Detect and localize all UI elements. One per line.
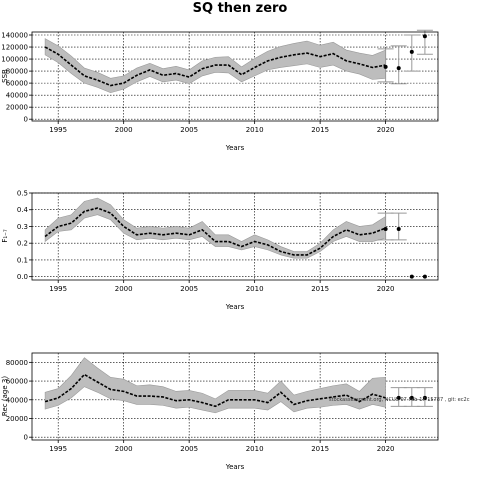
confidence-band bbox=[44, 197, 386, 259]
plot-frame bbox=[31, 352, 439, 441]
y-axis-label: SSB bbox=[1, 69, 9, 83]
forecast-point bbox=[383, 226, 388, 231]
y-tick-label: 0.0 bbox=[17, 273, 28, 281]
x-tick-label: 1995 bbox=[49, 126, 67, 134]
x-tick-label: 2000 bbox=[115, 126, 133, 134]
y-tick-label: 60000 bbox=[6, 378, 28, 386]
forecast-point bbox=[422, 395, 427, 400]
stamp-annotation: stockassessment.org, NCUS 07-Feb-17 1578… bbox=[329, 397, 470, 403]
x-tick-label: 2020 bbox=[377, 126, 395, 134]
y-tick-label: 0.5 bbox=[17, 190, 28, 198]
x-tick-label: 2000 bbox=[115, 445, 133, 453]
forecast-point bbox=[396, 226, 401, 231]
x-tick-label: 2005 bbox=[180, 445, 198, 453]
y-tick-label: 0 bbox=[24, 434, 28, 442]
forecast-point bbox=[409, 395, 414, 400]
forecast-point bbox=[383, 64, 388, 69]
plot-frame bbox=[31, 192, 439, 281]
y-tick-label: 40000 bbox=[6, 396, 28, 404]
y-tick-label: 80000 bbox=[6, 359, 28, 367]
y-tick-label: 20000 bbox=[6, 415, 28, 423]
confidence-band bbox=[44, 357, 386, 414]
x-tick-label: 2015 bbox=[311, 445, 329, 453]
x-tick-label: 2010 bbox=[246, 285, 264, 293]
x-tick-label: 2015 bbox=[311, 285, 329, 293]
y-tick-label: 0 bbox=[24, 116, 28, 124]
figure-title: SQ then zero bbox=[193, 1, 288, 16]
y-tick-label: 0.4 bbox=[17, 206, 29, 214]
x-tick-label: 1995 bbox=[49, 445, 67, 453]
forecast-point bbox=[396, 66, 401, 71]
x-tick-label: 2005 bbox=[180, 126, 198, 134]
x-axis-label: Years bbox=[225, 303, 245, 311]
forecast-point bbox=[396, 395, 401, 400]
x-tick-label: 2020 bbox=[377, 285, 395, 293]
y-tick-label: 60000 bbox=[6, 80, 28, 88]
x-tick-label: 2000 bbox=[115, 285, 133, 293]
forecast-point bbox=[422, 34, 427, 39]
chart-panel-2: 1995 2000 2005 2010 2015 2020 0.0 0.1 0.2 0.3 0.4 0… bbox=[1, 190, 439, 311]
chart-panel-1: 1995 2000 2005 2010 2015 2020 0 20000 40000 60000… bbox=[1, 29, 439, 152]
y-tick-label: 140000 bbox=[1, 32, 28, 40]
plot-frame bbox=[31, 31, 439, 122]
y-axis-label: Rec (age 3) bbox=[1, 376, 9, 416]
y-tick-label: 40000 bbox=[6, 92, 28, 100]
estimate-line bbox=[44, 46, 386, 87]
y-tick-label: 80000 bbox=[6, 68, 28, 76]
x-axis-label: Years bbox=[225, 463, 245, 471]
x-tick-label: 2020 bbox=[377, 445, 395, 453]
x-axis-label: Years bbox=[225, 144, 245, 152]
x-tick-label: 2015 bbox=[311, 126, 329, 134]
x-tick-label: 2010 bbox=[246, 126, 264, 134]
x-tick-label: 1995 bbox=[49, 285, 67, 293]
forecast-point bbox=[409, 274, 414, 279]
y-axis-label: F₁₋₇ bbox=[1, 229, 9, 243]
y-tick-label: 0.2 bbox=[17, 240, 28, 248]
x-tick-label: 2005 bbox=[180, 285, 198, 293]
y-tick-label: 0.3 bbox=[17, 223, 28, 231]
forecast-point bbox=[409, 49, 414, 54]
y-tick-label: 20000 bbox=[6, 104, 28, 112]
chart-panel-3: 1995 2000 2005 2010 2015 2020 0 20000 40000 60000… bbox=[1, 352, 439, 471]
x-tick-label: 2010 bbox=[246, 445, 264, 453]
y-tick-label: 0.1 bbox=[17, 256, 28, 264]
estimate-line bbox=[44, 373, 386, 408]
forecast-point bbox=[422, 274, 427, 279]
y-tick-label: 100000 bbox=[1, 56, 28, 64]
estimate-line bbox=[44, 207, 386, 256]
y-tick-label: 120000 bbox=[1, 44, 28, 52]
